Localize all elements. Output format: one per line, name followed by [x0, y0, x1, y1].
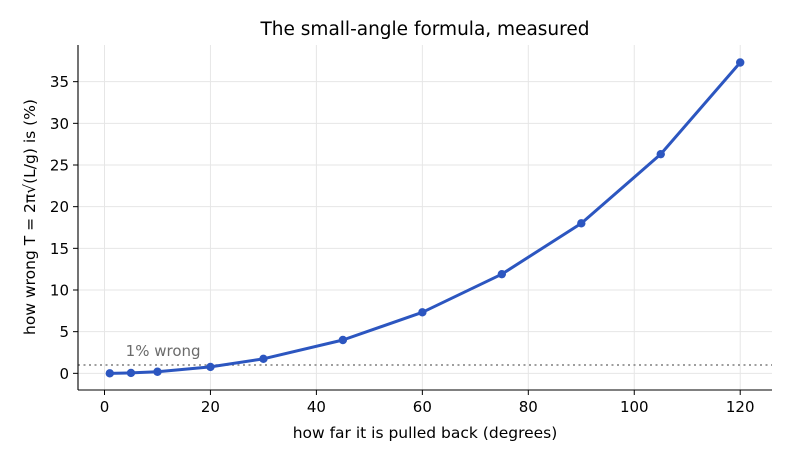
x-tick-label: 100: [620, 398, 649, 416]
y-tick-label: 25: [50, 157, 69, 175]
data-point: [105, 369, 114, 378]
x-tick-label: 0: [100, 398, 110, 416]
series-layer: [105, 58, 745, 378]
x-tick-label: 20: [201, 398, 220, 416]
y-tick-label: 35: [50, 73, 69, 91]
axes-layer: [77, 45, 772, 391]
data-point: [736, 58, 745, 67]
x-tick-label: 80: [519, 398, 538, 416]
chart-title: The small-angle formula, measured: [260, 19, 590, 40]
y-tick-label: 0: [59, 365, 69, 383]
data-point: [338, 335, 348, 345]
y-tick-label: 10: [50, 282, 69, 300]
grid-layer: [78, 45, 772, 390]
x-tick-label: 120: [726, 398, 755, 416]
reference-layer: 1% wrong: [78, 342, 772, 366]
reference-line-label: 1% wrong: [126, 342, 201, 360]
y-axis-label: how wrong T = 2π√(L/g) is (%): [21, 99, 39, 335]
x-axis-label: how far it is pulled back (degrees): [293, 424, 558, 442]
x-tick-label: 40: [307, 398, 326, 416]
x-tick-label: 60: [413, 398, 432, 416]
tick-layer: 0 20 40 60 80 100 120 0 5 10 15 20 25 30 35: [50, 73, 755, 416]
y-tick-label: 5: [59, 323, 69, 341]
y-tick-label: 20: [50, 198, 69, 216]
series-line: [108, 61, 742, 375]
data-point: [153, 367, 162, 376]
data-point: [418, 308, 427, 317]
data-point: [577, 219, 586, 228]
y-tick-label: 15: [50, 240, 69, 258]
data-point: [126, 368, 136, 378]
data-point: [206, 362, 215, 372]
y-tick-label: 30: [50, 115, 69, 133]
data-point: [259, 354, 268, 364]
data-point: [656, 149, 665, 159]
data-point: [497, 269, 507, 279]
